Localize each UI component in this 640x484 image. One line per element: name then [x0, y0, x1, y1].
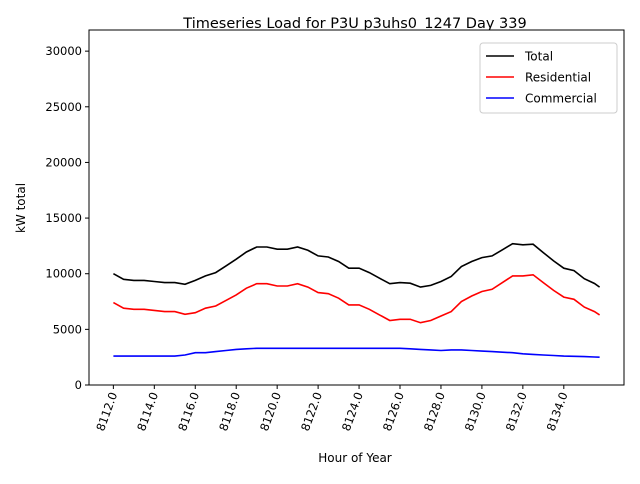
- y-axis-label: kW total: [14, 183, 28, 233]
- chart-title: Timeseries Load for P3U p3uhs0_1247 Day …: [182, 16, 526, 32]
- x-tick-label: 8112.0: [93, 390, 120, 433]
- y-axis: 0 5000 10000 15000 20000 25000 30000: [45, 44, 89, 392]
- legend: Total Residential Commercial: [479, 42, 618, 114]
- series-line-commercial: [113, 347, 600, 358]
- x-tick-label: 8114.0: [134, 390, 161, 433]
- series-line-residential: [113, 273, 601, 324]
- x-tick-label: 8130.0: [462, 390, 489, 433]
- x-tick-label: 8124.0: [339, 390, 366, 433]
- y-tick-label: 10000: [45, 267, 82, 281]
- y-tick-label: 5000: [53, 322, 82, 336]
- legend-label: Residential: [525, 71, 591, 85]
- x-tick-label: 8128.0: [421, 390, 448, 433]
- x-tick-label: 8122.0: [298, 390, 325, 433]
- x-tick-label: 8116.0: [175, 390, 202, 433]
- x-tick-label: 8126.0: [380, 390, 407, 433]
- y-tick-label: 20000: [45, 155, 82, 169]
- legend-label: Total: [524, 50, 553, 64]
- x-tick-label: 8134.0: [544, 390, 571, 433]
- legend-label: Commercial: [525, 92, 597, 106]
- series-lines: [113, 242, 601, 358]
- x-axis-label: Hour of Year: [318, 451, 392, 465]
- legend-frame: [479, 42, 618, 114]
- y-tick-label: 15000: [45, 211, 82, 225]
- series-line-total: [113, 242, 601, 288]
- y-tick-label: 0: [75, 378, 82, 392]
- x-tick-label: 8118.0: [216, 390, 243, 433]
- y-tick-label: 25000: [45, 100, 82, 114]
- x-tick-label: 8120.0: [257, 390, 284, 433]
- y-tick-label: 30000: [45, 44, 82, 58]
- x-axis: 8112.0 8114.0 8116.0 8118.0 8120.0 8122.0 8124…: [93, 385, 571, 433]
- x-tick-label: 8132.0: [503, 390, 530, 433]
